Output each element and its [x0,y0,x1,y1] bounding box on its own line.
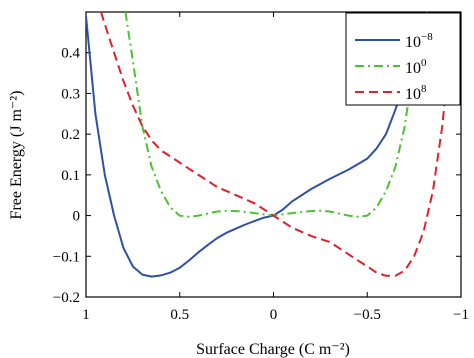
axis-ticks: 1 0.5 0 −0.5 −1 −0.2 −0.1 0 0.1 0.2 0.3 0.4 [53,12,469,323]
y-tick-label: 0.4 [61,46,80,62]
y-tick-label: −0.2 [53,290,80,306]
x-tick-label: 1 [82,307,90,323]
x-tick-label: 0 [270,307,278,323]
y-tick-label: 0.1 [61,168,80,184]
series-line-1 [86,12,429,278]
x-axis-title: Surface Charge (C m⁻²) [196,341,350,358]
legend-label-3: 108 [405,83,427,103]
x-tick-label: −0.5 [354,307,381,323]
y-axis-title: Free Energy (J m⁻²) [8,91,25,220]
y-tick-label: 0.2 [61,127,80,143]
series-line-3 [100,12,453,277]
legend-box [345,12,461,106]
y-tick-label: 0.3 [61,86,80,102]
legend-label-2: 100 [405,57,427,77]
x-tick-label: 0.5 [170,307,189,323]
series-lines [86,12,453,278]
y-tick-label: 0 [73,209,81,225]
legend: 10−8 100 108 [345,12,461,106]
legend-label-1: 10−8 [405,31,433,51]
y-tick-label: −0.1 [53,249,80,265]
x-tick-label: −1 [453,307,469,323]
